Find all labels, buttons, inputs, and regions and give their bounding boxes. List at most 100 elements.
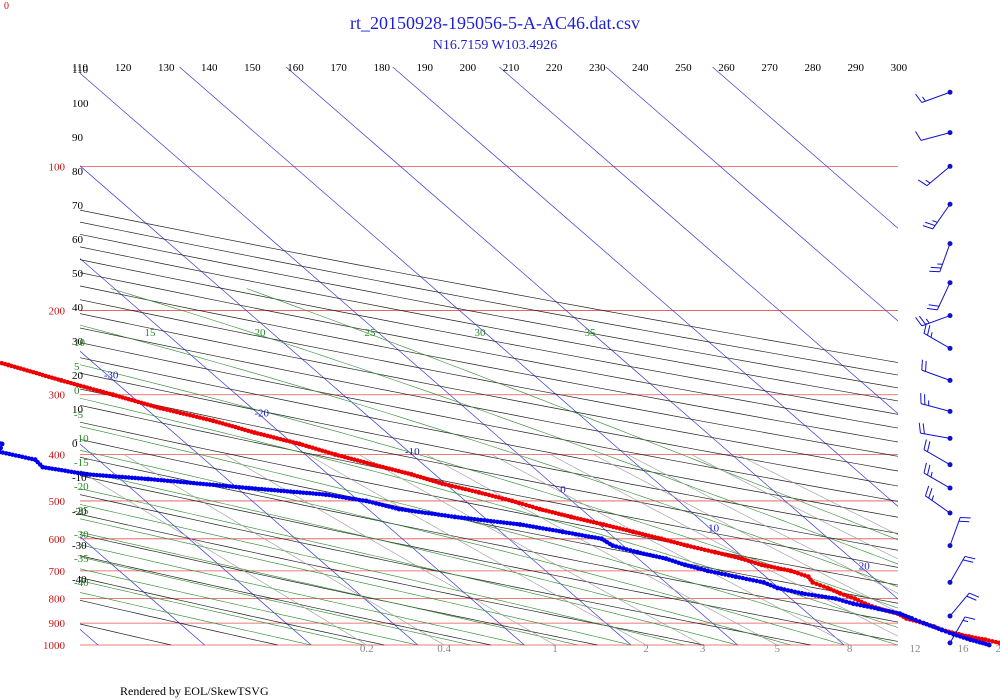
wind-barb-staff xyxy=(949,556,966,583)
pressure-label: 1000 xyxy=(43,640,66,652)
dewpoint-profile-trace-point xyxy=(217,483,222,488)
dewpoint-profile-trace-point xyxy=(403,507,408,513)
dewpoint-profile-trace-point xyxy=(269,487,274,493)
dewpoint-profile-trace-point xyxy=(719,571,724,576)
dewpoint-profile-trace-point xyxy=(837,597,842,602)
temperature-profile-trace-point xyxy=(81,384,87,389)
temperature-profile-trace-point xyxy=(695,545,700,551)
temperature-profile-trace-point xyxy=(986,638,991,643)
mixing-ratio-label: 12 xyxy=(909,643,920,655)
dewpoint-profile-trace-point xyxy=(508,521,513,526)
dewpoint-profile-trace-point xyxy=(383,503,389,508)
dewpoint-profile-trace-point xyxy=(964,636,970,641)
dewpoint-profile-trace-point xyxy=(796,590,801,595)
wind-barb-flag xyxy=(928,304,940,307)
temperature-profile-trace-point xyxy=(336,453,341,458)
dewpoint-profile-trace-point xyxy=(191,480,196,486)
temperature-profile-trace-point xyxy=(572,515,577,520)
dewpoint-profile-trace-point xyxy=(233,484,239,490)
wind-barb-flag xyxy=(915,131,922,141)
temperature-profile-trace-point xyxy=(814,581,819,586)
dewpoint-profile-trace-point xyxy=(813,593,818,598)
dewpoint-profile-trace-point xyxy=(377,502,382,507)
wind-barb-staff xyxy=(920,132,951,141)
mixing-ratio-line xyxy=(358,454,703,646)
wind-barb xyxy=(923,439,953,468)
dewpoint-profile-trace-point xyxy=(563,530,569,535)
mixing-ratio-line xyxy=(550,454,898,637)
render-credit: Rendered by EOL/SkewTSVG xyxy=(120,684,269,698)
dewpoint-profile-point xyxy=(145,476,151,482)
theta-top-label: 150 xyxy=(244,62,261,74)
wind-barb-flag xyxy=(922,225,933,230)
temperature-profile-trace-point xyxy=(607,523,613,529)
dewpoint-profile-trace-point xyxy=(666,557,672,562)
temperature-profile-trace-point xyxy=(181,411,186,416)
temperature-profile-trace-point xyxy=(197,415,203,420)
temperature-profile-trace-point xyxy=(540,507,545,513)
temperature-profile-trace-point xyxy=(300,442,305,447)
temperature-profile-trace-point xyxy=(716,550,721,556)
dewpoint-profile-trace-point xyxy=(285,489,290,494)
saturation-left-label: -10 xyxy=(74,433,89,445)
temperature-profile-trace-point xyxy=(161,406,166,412)
theta-left-label: -40 xyxy=(72,574,87,586)
temperature-profile-trace-point xyxy=(303,443,309,448)
dewpoint-profile-trace-point xyxy=(91,472,96,477)
temperature-profile-trace-point xyxy=(828,587,833,592)
temperature-profile-trace-point xyxy=(782,567,787,572)
mixing-ratio-line xyxy=(691,454,898,560)
dewpoint-profile-trace-point xyxy=(0,445,3,451)
moist-adiabat-line xyxy=(80,592,312,646)
dewpoint-profile-trace-point xyxy=(390,505,395,510)
dewpoint-profile-trace-point xyxy=(35,460,40,465)
dry-adiabat-line xyxy=(80,494,811,646)
mixing-ratio-label: 16 xyxy=(957,643,969,655)
dewpoint-profile-trace-point xyxy=(333,494,339,499)
temperature-profile-trace-point xyxy=(500,496,505,501)
dewpoint-profile-trace-point xyxy=(809,592,815,598)
temperature-profile-trace-point xyxy=(412,473,417,478)
dewpoint-profile-trace-point xyxy=(314,491,319,496)
dewpoint-profile-trace-point xyxy=(117,474,122,479)
wind-barb-staff xyxy=(949,592,970,617)
theta-top-label: 160 xyxy=(287,62,304,74)
moist-adiabat-line xyxy=(80,544,525,646)
dewpoint-profile-trace-point xyxy=(320,492,325,497)
dewpoint-profile-trace-point xyxy=(872,605,877,611)
temperature-profile-trace-point xyxy=(775,566,781,571)
saturation-top-label: 30 xyxy=(475,327,487,339)
dewpoint-profile-trace-point xyxy=(751,578,756,583)
wind-barb-flag xyxy=(918,179,928,187)
dewpoint-profile-trace-point xyxy=(94,472,100,478)
dewpoint-profile-trace-point xyxy=(373,501,379,506)
dewpoint-profile-trace-point xyxy=(0,440,2,445)
wind-barb-flag xyxy=(925,221,936,227)
temperature-profile-trace-point xyxy=(204,417,209,422)
dry-adiabat-line xyxy=(80,513,705,646)
dewpoint-profile-trace-point xyxy=(380,502,385,508)
moist-adiabat-line xyxy=(80,450,845,646)
dry-adiabat-line xyxy=(80,221,898,376)
temperature-profile-trace-point xyxy=(792,569,797,575)
dewpoint-profile-trace-point xyxy=(204,482,209,487)
wind-barb-flag xyxy=(922,423,925,434)
isotherm-line xyxy=(285,67,898,600)
temperature-profile-trace-point xyxy=(627,528,632,534)
pressure-label: 300 xyxy=(49,390,66,402)
axis-labels: 1002003004005006007008009001000-110-100-… xyxy=(43,62,1000,655)
moist-adiabat-line xyxy=(80,531,578,646)
theta-left-label: 20 xyxy=(72,370,84,382)
dry-adiabat-line xyxy=(80,404,898,568)
temperature-profile-trace-point xyxy=(624,527,629,533)
dry-adiabat-line xyxy=(80,421,898,586)
wind-barb xyxy=(923,323,953,351)
temperature-profile-trace-point xyxy=(845,593,850,599)
dewpoint-profile-trace-point xyxy=(792,589,798,594)
dewpoint-profile-trace-point xyxy=(262,487,268,492)
saturation-left-label: 0 xyxy=(74,385,80,397)
temperature-profile-trace-point xyxy=(849,595,854,600)
dewpoint-profile-trace-point xyxy=(806,592,811,597)
dewpoint-profile-trace-point xyxy=(429,511,435,516)
dewpoint-profile-trace-point xyxy=(120,474,125,480)
